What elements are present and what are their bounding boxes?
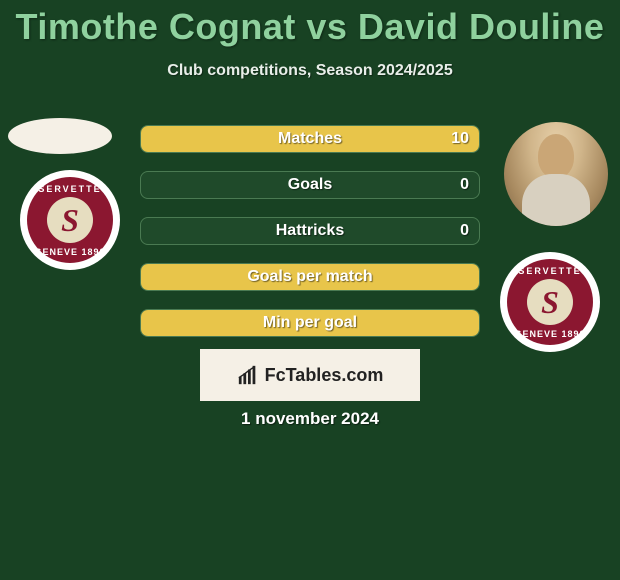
club-name-top: SERVETTE [38, 184, 101, 194]
stats-list: Matches10Goals0Hattricks0Goals per match… [140, 125, 480, 355]
stat-value: 10 [451, 126, 469, 152]
club-name-bottom: GENEVE 1890 [34, 247, 105, 257]
club-badge-right: SERVETTE S GENEVE 1890 [500, 252, 600, 352]
stat-row: Min per goal [140, 309, 480, 337]
stat-label: Goals [141, 172, 479, 198]
branding-label: FcTables.com [265, 365, 384, 386]
date-label: 1 november 2024 [0, 409, 620, 429]
stat-row: Matches10 [140, 125, 480, 153]
stat-label: Hattricks [141, 218, 479, 244]
branding-panel: FcTables.com [200, 349, 420, 401]
stat-row: Goals per match [140, 263, 480, 291]
stat-label: Min per goal [141, 310, 479, 336]
club-name-bottom: GENEVE 1890 [514, 329, 585, 339]
subtitle: Club competitions, Season 2024/2025 [0, 62, 620, 80]
player-right-avatar [504, 122, 608, 226]
stat-row: Goals0 [140, 171, 480, 199]
chart-icon [237, 364, 259, 386]
stat-label: Goals per match [141, 264, 479, 290]
stat-value: 0 [460, 218, 469, 244]
stat-row: Hattricks0 [140, 217, 480, 245]
club-badge-left: SERVETTE S GENEVE 1890 [20, 170, 120, 270]
club-letter: S [527, 279, 573, 325]
page-title: Timothe Cognat vs David Douline [0, 0, 620, 48]
player-left-avatar [8, 118, 112, 154]
club-letter: S [47, 197, 93, 243]
stat-value: 0 [460, 172, 469, 198]
stat-label: Matches [141, 126, 479, 152]
club-name-top: SERVETTE [518, 266, 581, 276]
